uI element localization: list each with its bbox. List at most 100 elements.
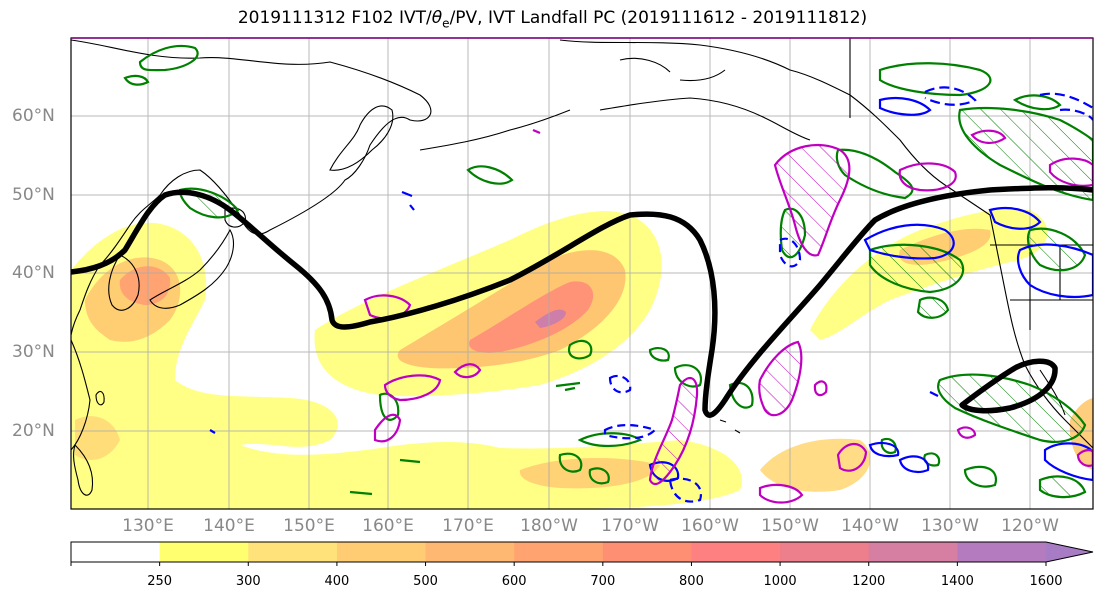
lon-label-150e: 150°E [283, 516, 335, 536]
coast-alaska-gulf [599, 97, 811, 141]
lon-label-130w: 130°W [921, 516, 979, 536]
coast-hawaii [719, 419, 741, 434]
pv-contour [863, 223, 955, 260]
colorbar-level-label: 300 [235, 574, 261, 589]
landfall-contour [836, 443, 868, 472]
colorbar-level-label: 1400 [940, 574, 974, 589]
lon-label-180w: 180°W [520, 516, 578, 536]
jet-streamline [71, 184, 1093, 418]
lon-label-170w: 170°W [601, 516, 659, 536]
landfall-contour [956, 426, 977, 439]
pv-contour [603, 424, 658, 440]
theta-contour [558, 452, 583, 473]
landfall-contour [648, 376, 699, 486]
ivt-region-central-mid [397, 250, 626, 369]
lon-label-120w: 120°W [1001, 516, 1059, 536]
lon-label-170e: 170°E [442, 516, 494, 536]
ivt-shading [71, 208, 1093, 509]
colorbar-level-label: 600 [501, 574, 527, 589]
ivt-region-west-pacific [71, 222, 742, 509]
theta-contour [880, 437, 897, 454]
pv-contour [924, 86, 977, 106]
lon-label-150w: 150°W [761, 516, 819, 536]
theta-contour [648, 346, 670, 362]
theta-contour [123, 74, 150, 86]
colorbar-level-label: 1600 [1029, 574, 1063, 589]
landfall-contour [373, 413, 402, 443]
theta-contour [466, 165, 514, 185]
map-title: 2019111312 F102 IVT/θe/PV, IVT Landfall … [237, 8, 868, 31]
coast-kamchatka [329, 105, 394, 171]
lon-label-140w: 140°W [841, 516, 899, 536]
landfall-contour [1076, 449, 1093, 467]
landfall-contour [532, 128, 541, 135]
coast-arctic-islands [619, 57, 726, 82]
colorbar-level-label: 250 [147, 574, 173, 589]
landfall-contour [758, 483, 804, 504]
theta-contour [567, 339, 593, 360]
landfall-contour [773, 143, 851, 257]
theta-contour [728, 381, 754, 409]
landfall-contour [813, 380, 828, 397]
landfall-contour [383, 374, 442, 402]
theta-contour [588, 467, 610, 485]
lon-label-140e: 140°E [203, 516, 255, 536]
colorbar-level-label: 1000 [763, 574, 797, 589]
pv-contour [1059, 108, 1093, 121]
landfall-contour [898, 162, 957, 192]
landfall-contour [1048, 157, 1093, 187]
colorbar-level-label: 500 [413, 574, 438, 589]
lat-label-50n: 50°N [12, 185, 55, 205]
pv-contour [778, 237, 802, 268]
pv-contour [1043, 442, 1093, 482]
theta-contour [138, 44, 199, 72]
theta-contour [349, 490, 373, 496]
theta-contour [1026, 227, 1087, 272]
lat-label-40n: 40°N [12, 263, 55, 283]
theta-contour [1038, 475, 1087, 499]
pv-contour [1039, 92, 1093, 109]
coast-aleutians [419, 109, 571, 151]
theta-contour [399, 458, 421, 464]
theta-contour [673, 364, 703, 388]
ivt-region-central-peak [535, 309, 566, 328]
coast-philippines [73, 443, 94, 496]
pv-contour [1016, 243, 1093, 299]
colorbar-level-label: 700 [590, 574, 616, 589]
pv-contour [608, 374, 632, 394]
theta-contour [963, 465, 998, 488]
theta-contour [1012, 94, 1062, 111]
landfall-contour [970, 129, 1007, 144]
lon-label-130e: 130°E [122, 516, 174, 536]
colorbar-level-label: 1200 [852, 574, 886, 589]
pv-contour [668, 477, 703, 503]
pv-contour [898, 455, 930, 474]
landfall-contour [758, 340, 803, 417]
coast-japan-honshu [149, 228, 235, 309]
landfall-contours [363, 128, 1093, 504]
lat-label-20n: 20°N [12, 421, 55, 441]
pv-contour [209, 429, 216, 434]
coast-korea [108, 254, 140, 311]
pv-contour [988, 206, 1042, 230]
ivt-region-south-band [75, 416, 120, 460]
coast-alaska [559, 39, 991, 216]
coastlines [71, 38, 1093, 496]
jet-closed-low [959, 358, 1058, 414]
coast-china-south [71, 339, 91, 451]
colorbar-level-label: 400 [324, 574, 350, 589]
pv-contour [929, 391, 939, 397]
theta-contour [878, 62, 992, 97]
pv-contour [868, 441, 900, 458]
theta-contour [916, 296, 950, 319]
pv-contour [401, 190, 415, 211]
pv-contour [878, 96, 932, 116]
lat-label-30n: 30°N [12, 342, 55, 362]
theta-contour [555, 381, 581, 392]
theta-contour [577, 432, 643, 448]
colorbar-level-label: 800 [679, 574, 704, 589]
lon-label-160e: 160°E [362, 516, 414, 536]
ivt-region-central-core [469, 281, 594, 353]
coast-taiwan [95, 390, 105, 406]
